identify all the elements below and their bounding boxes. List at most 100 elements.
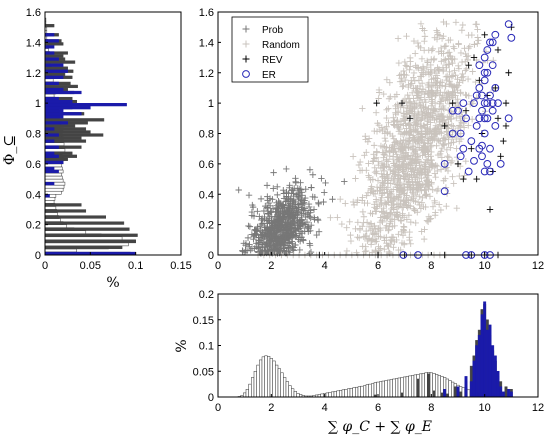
bottom-bar [429, 372, 433, 398]
scatter-point-random [383, 106, 390, 114]
scatter-point-random [434, 136, 442, 144]
scatter-point-random [374, 177, 382, 184]
scatter-point-random [411, 207, 419, 214]
bottom-bar [280, 372, 284, 398]
bottom-bar [448, 380, 452, 398]
left-bar [44, 136, 82, 140]
scatter-point-random [377, 233, 384, 241]
scatter-point-random [471, 41, 478, 48]
bottom-bar [472, 360, 476, 398]
bottom-bar [504, 386, 508, 398]
scatter-point-random [412, 191, 420, 199]
bottom-bar [437, 375, 441, 398]
scatter-point-random [414, 39, 422, 47]
scatter-point-rev [406, 115, 414, 122]
scatter-point-prob [254, 208, 261, 215]
scatter-ytick-label: 1.4 [199, 37, 214, 49]
scatter-point-random [443, 64, 450, 72]
scatter-point-random [407, 240, 414, 248]
bottom-bar [264, 355, 268, 398]
scatter-point-er [470, 99, 478, 108]
scatter-point-random [363, 192, 370, 199]
bottom-bar [331, 391, 335, 398]
scatter-point-er [483, 114, 492, 123]
scatter-point-prob [302, 213, 309, 221]
bottom-bar [288, 385, 292, 398]
scatter-point-er [456, 129, 465, 138]
scatter-point-random [374, 187, 381, 195]
scatter-point-prob [290, 247, 297, 254]
scatter-point-random [421, 143, 428, 151]
scatter-point-random [343, 224, 350, 231]
bottom-bar [432, 390, 436, 398]
scatter-point-er [459, 99, 468, 108]
scatter-point-random [425, 71, 433, 78]
scatter-point-random [397, 148, 404, 156]
scatter-point-random [445, 61, 452, 68]
scatter-point-random [432, 74, 439, 82]
bottom-bar [408, 375, 412, 398]
scatter-point-random [445, 135, 452, 143]
left-bar [44, 115, 64, 119]
scatter-point-prob [298, 217, 306, 224]
bottom-bar [277, 368, 281, 398]
scatter-point-er [486, 167, 494, 176]
scatter-point-random [327, 214, 334, 221]
scatter-point-prob [295, 201, 302, 208]
scatter-point-random [400, 168, 408, 176]
scatter-point-prob [304, 224, 311, 231]
scatter-point-random [431, 199, 439, 207]
scatter-point-random [371, 168, 379, 176]
scatter-point-random [455, 62, 462, 70]
scatter-point-prob [306, 166, 314, 173]
scatter-point-random [425, 94, 433, 101]
scatter-point-prob [274, 213, 281, 220]
scatter-point-random [371, 155, 378, 162]
left-bar [44, 227, 130, 231]
scatter-point-random [407, 202, 414, 210]
scatter-point-prob [294, 208, 301, 215]
scatter-point-random [352, 175, 359, 182]
scatter-point-random [406, 103, 414, 110]
scatter-point-random [401, 154, 408, 161]
bottom-bar [293, 391, 297, 398]
left-bar [44, 69, 68, 73]
scatter-point-prob [259, 229, 266, 236]
left-bar [44, 78, 54, 83]
left-bar [44, 224, 68, 228]
scatter-point-er [448, 129, 457, 138]
left-bar [44, 145, 59, 149]
scatter-point-random [419, 86, 427, 93]
scatter-point-random [464, 75, 472, 83]
scatter-point-random [450, 43, 457, 50]
scatter-point-random [440, 142, 447, 149]
scatter-point-random [385, 174, 392, 182]
scatter-point-random [454, 76, 461, 83]
scatter-point-random [426, 215, 434, 223]
scatter-point-random [373, 238, 380, 245]
scatter-point-random [385, 105, 392, 112]
scatter-point-prob [275, 198, 282, 205]
scatter-point-prob [258, 216, 265, 224]
scatter-point-er [467, 137, 476, 145]
scatter-point-random [400, 241, 408, 248]
scatter-point-random [444, 49, 452, 57]
scatter-point-random [397, 217, 404, 224]
scatter-point-random [445, 154, 453, 161]
scatter-point-prob [285, 215, 292, 222]
scatter-point-random [427, 70, 434, 77]
scatter-point-random [399, 158, 407, 165]
bottom-bar [243, 392, 247, 398]
scatter-point-random [395, 169, 402, 176]
scatter-point-random [410, 69, 418, 77]
scatter-point-random [406, 54, 414, 62]
scatter-point-random [457, 49, 465, 57]
scatter-point-random [448, 122, 456, 129]
scatter-point-prob [287, 196, 294, 203]
left-bar [44, 148, 66, 152]
scatter-point-random [413, 128, 421, 135]
scatter-point-prob [311, 194, 319, 201]
scatter-point-random [433, 27, 440, 34]
scatter-point-random [440, 177, 447, 184]
scatter-point-random [386, 79, 394, 86]
